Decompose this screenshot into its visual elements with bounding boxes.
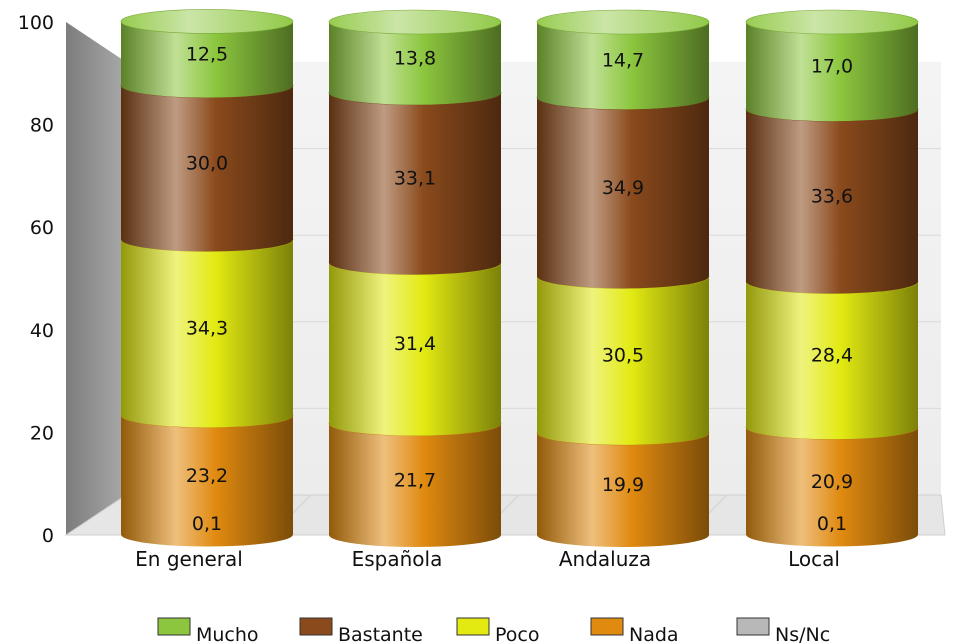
legend-label: Ns/Nc <box>775 624 830 644</box>
bar-segment <box>536 9 710 110</box>
bar-stack-0: 23,2 34,3 30,0 12,5 0,1 <box>120 9 294 547</box>
side-wall <box>66 22 126 535</box>
data-label: 33,6 <box>811 185 853 207</box>
bar-stack-3: 20,9 28,4 33,6 17,0 0,1 <box>745 9 919 547</box>
bar-mucho-body <box>329 22 501 105</box>
bar-bastante-body <box>329 92 501 275</box>
bar-bastante-body <box>746 109 918 294</box>
legend-swatch <box>299 617 333 636</box>
data-label: 17,0 <box>811 56 853 78</box>
data-label: 19,9 <box>602 474 644 496</box>
legend-swatch <box>157 617 191 636</box>
bar-top-cap <box>328 9 502 35</box>
y-tick-label: 20 <box>30 422 54 444</box>
bar-mucho-body <box>746 22 918 122</box>
x-category-label: Española <box>352 547 443 571</box>
legend-swatch <box>590 617 624 636</box>
legend-item-poco: Poco <box>456 617 539 644</box>
bar-segment <box>745 9 919 122</box>
bar-nada-body <box>537 432 709 547</box>
bar-poco-body <box>121 239 293 428</box>
data-label: 30,5 <box>602 345 644 367</box>
data-label: 12,5 <box>186 44 228 66</box>
bar-nada-body <box>121 415 293 547</box>
bar-top-cap <box>745 9 919 35</box>
data-label: 31,4 <box>394 333 436 355</box>
data-label: 34,9 <box>602 177 644 199</box>
legend-label: Nada <box>629 624 679 644</box>
bar-top-cap <box>536 9 710 35</box>
legend: Mucho Bastante Poco Nada Ns/Nc <box>157 617 830 644</box>
bar-nada-body <box>329 423 501 547</box>
x-category-label: Andaluza <box>559 547 651 571</box>
y-tick-label: 80 <box>30 115 54 137</box>
legend-item-mucho: Mucho <box>157 617 259 644</box>
y-tick-label: 0 <box>42 525 54 547</box>
x-category-label: Local <box>788 547 840 571</box>
bar-bastante-body <box>121 85 293 252</box>
data-label: 21,7 <box>394 469 436 491</box>
y-tick-label: 40 <box>30 320 54 342</box>
legend-label: Mucho <box>196 624 259 644</box>
bar-stack-1: 21,7 31,4 33,1 13,8 <box>328 9 502 547</box>
data-label: 0,1 <box>817 513 847 535</box>
bar-segment <box>328 9 502 105</box>
data-label: 20,9 <box>811 471 853 493</box>
axes: 0 20 40 60 80 100 En general Española Andaluza Lo… <box>18 12 840 571</box>
data-label: 23,2 <box>186 465 228 487</box>
y-tick-label: 60 <box>30 217 54 239</box>
legend-swatch <box>736 617 770 636</box>
data-label: 30,0 <box>186 153 228 175</box>
bar-segment <box>120 9 294 98</box>
bar-poco-body <box>329 262 501 436</box>
bar-poco-body <box>746 281 918 440</box>
data-label: 13,8 <box>394 47 436 69</box>
bar-mucho-body <box>537 22 709 110</box>
bar-top-cap <box>120 9 294 34</box>
legend-item-nsnc: Ns/Nc <box>736 617 830 644</box>
legend-label: Bastante <box>338 624 423 644</box>
data-label: 14,7 <box>602 50 644 72</box>
bar-nada-body <box>746 427 918 547</box>
bar-stack-2: 19,9 30,5 34,9 14,7 <box>536 9 710 547</box>
bar-mucho-body <box>121 21 293 98</box>
data-label: 34,3 <box>186 317 228 339</box>
legend-label: Poco <box>495 624 539 644</box>
bars: 23,2 34,3 30,0 12,5 0,1 21,7 31,4 33,1 13,8 19,9 3… <box>120 9 919 547</box>
bar-poco-body <box>537 276 709 445</box>
y-tick-label: 100 <box>18 12 54 34</box>
data-label: 28,4 <box>811 344 853 366</box>
x-category-label: En general <box>135 547 243 571</box>
legend-swatch <box>456 617 490 636</box>
legend-item-nada: Nada <box>590 617 679 644</box>
legend-item-bastante: Bastante <box>299 617 423 644</box>
data-label: 33,1 <box>394 168 436 190</box>
bar-bastante-body <box>537 97 709 289</box>
data-label: 0,1 <box>192 513 222 535</box>
